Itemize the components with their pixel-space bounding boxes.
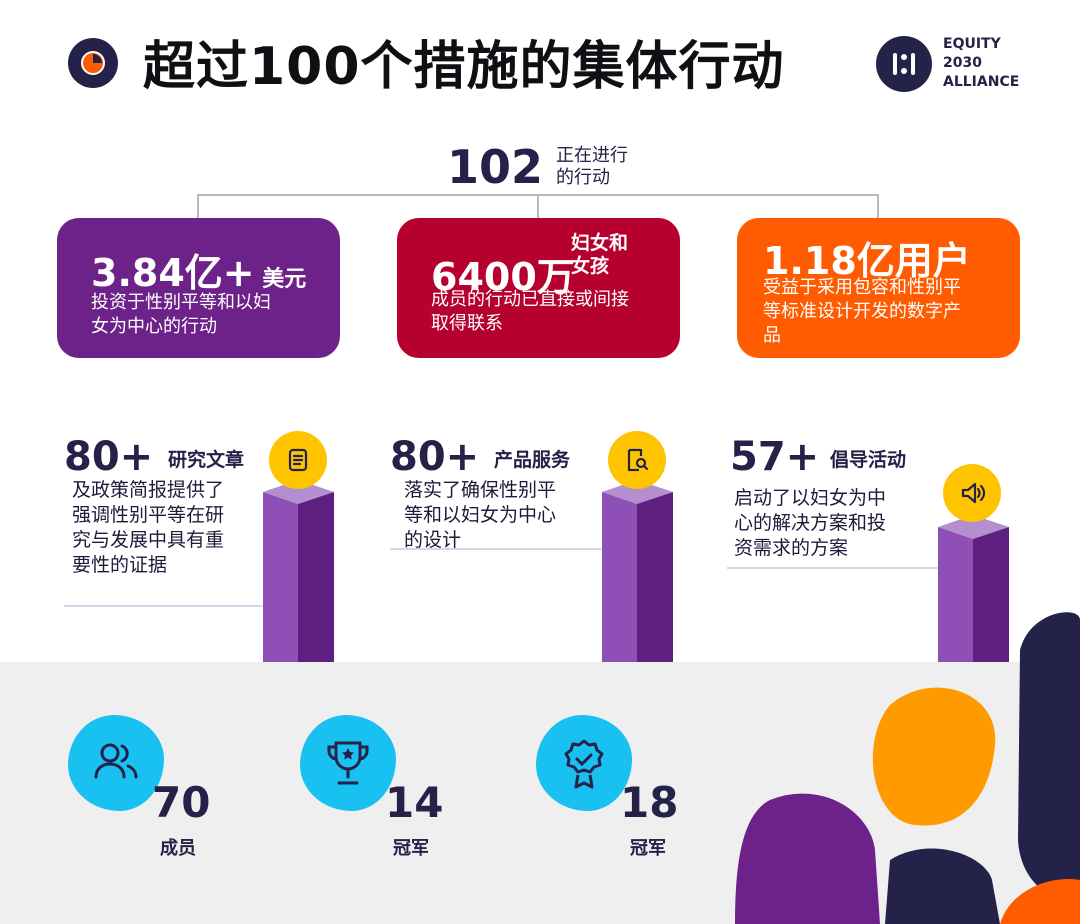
divider-line <box>390 548 602 550</box>
research-value: 80+ <box>64 434 154 480</box>
research-desc: 及政策简报提供了 强调性别平等在研 究与发展中具有重 要性的证据 <box>72 479 225 576</box>
reach-unit: 妇女和 女孩 <box>571 232 629 277</box>
champions-value-2: 18 <box>620 778 679 827</box>
products-label: 产品服务 <box>494 449 571 471</box>
document-icon <box>269 431 327 489</box>
trophy-icon <box>300 715 396 811</box>
divider-line <box>64 605 263 607</box>
total-actions-value: 102 <box>447 140 544 194</box>
users-desc: 受益于采用包容和性别平 等标准设计开发的数字产品 <box>763 277 961 346</box>
users-card: 1.18亿用户 受益于采用包容和性别平 等标准设计开发的数字产品 <box>737 218 1020 358</box>
champions-label-2: 冠军 <box>630 838 666 859</box>
investment-desc: 投资于性别平等和以妇 女为中心的行动 <box>91 292 271 337</box>
logo-text-line-3: ALLIANCE <box>943 74 1020 90</box>
people-icon <box>68 715 164 811</box>
divider-line <box>727 567 938 569</box>
research-label: 研究文章 <box>168 449 245 471</box>
products-desc: 落实了确保性别平 等和以妇女为中心 的设计 <box>404 479 557 551</box>
products-value: 80+ <box>390 434 480 480</box>
total-label-line-2: 的行动 <box>556 167 610 188</box>
reach-card: 6400万 妇女和 女孩 成员的行动已直接或间接 取得联系 <box>397 218 680 358</box>
reach-desc: 成员的行动已直接或间接 取得联系 <box>431 289 629 334</box>
reach-value: 6400万 <box>431 255 575 299</box>
members-label: 成员 <box>160 838 196 859</box>
advocacy-label: 倡导活动 <box>830 449 907 471</box>
total-actions-label: 正在进行 的行动 <box>556 145 656 189</box>
speaker-icon <box>943 464 1001 522</box>
advocacy-desc: 启动了以妇女为中 心的解决方案和投 资需求的方案 <box>734 487 887 559</box>
total-label-line-1: 正在进行 <box>556 145 628 166</box>
investment-card: 3.84亿+ 美元 投资于性别平等和以妇 女为中心的行动 <box>57 218 340 358</box>
members-value: 70 <box>152 778 211 827</box>
connector-lines <box>197 194 879 218</box>
champions-label: 冠军 <box>393 838 429 859</box>
advocacy-value: 57+ <box>730 434 820 480</box>
logo-text-line-2: 2030 <box>943 55 982 71</box>
pie-chart-icon <box>68 38 118 88</box>
search-document-icon <box>608 431 666 489</box>
investment-value: 3.84亿+ 美元 <box>91 251 307 295</box>
users-value: 1.18亿用户 <box>763 239 971 283</box>
champions-value: 14 <box>385 778 444 827</box>
page-title: 超过100个措施的集体行动 <box>143 37 785 97</box>
award-badge-icon <box>536 715 632 811</box>
logo-text-line-1: EQUITY <box>943 36 1001 52</box>
equity-alliance-logo-icon <box>876 36 932 92</box>
